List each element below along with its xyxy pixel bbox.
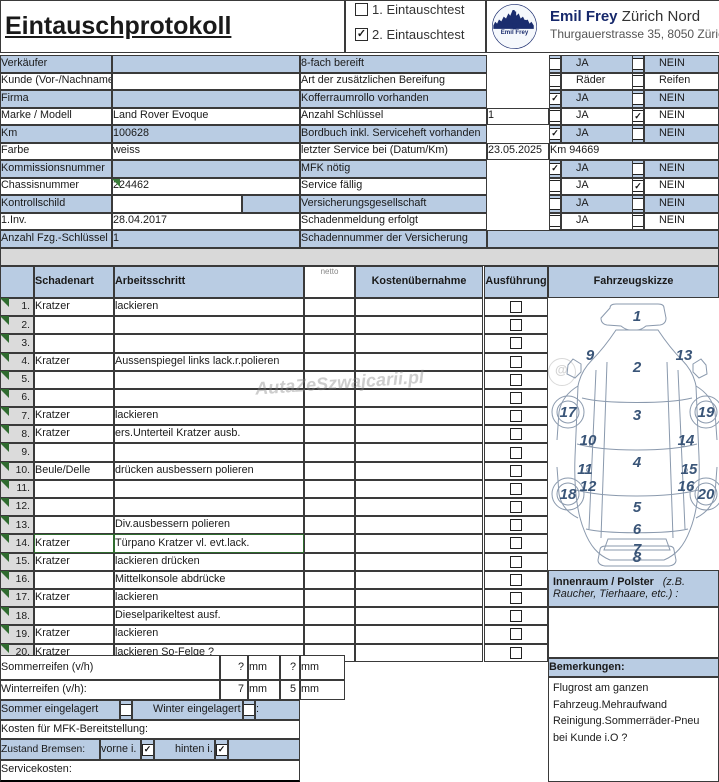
svg-text:13: 13 — [676, 347, 693, 364]
svg-text:19: 19 — [698, 404, 715, 421]
svg-text:5: 5 — [633, 499, 642, 516]
svg-text:17: 17 — [560, 404, 577, 421]
svg-text:10: 10 — [580, 432, 597, 449]
svg-text:20: 20 — [697, 486, 715, 503]
svg-text:1: 1 — [633, 308, 641, 325]
svg-text:11: 11 — [577, 461, 593, 478]
svg-text:3: 3 — [633, 407, 642, 424]
svg-text:8: 8 — [633, 549, 642, 566]
svg-text:18: 18 — [560, 486, 577, 503]
svg-text:16: 16 — [678, 478, 695, 495]
svg-text:4: 4 — [632, 454, 642, 471]
svg-text:14: 14 — [678, 432, 695, 449]
svg-text:2: 2 — [632, 359, 642, 376]
svg-text:12: 12 — [580, 478, 597, 495]
svg-text:6: 6 — [633, 521, 642, 538]
svg-text:Emil Frey: Emil Frey — [501, 29, 529, 36]
svg-text:15: 15 — [681, 461, 698, 478]
svg-text:9: 9 — [586, 347, 595, 364]
